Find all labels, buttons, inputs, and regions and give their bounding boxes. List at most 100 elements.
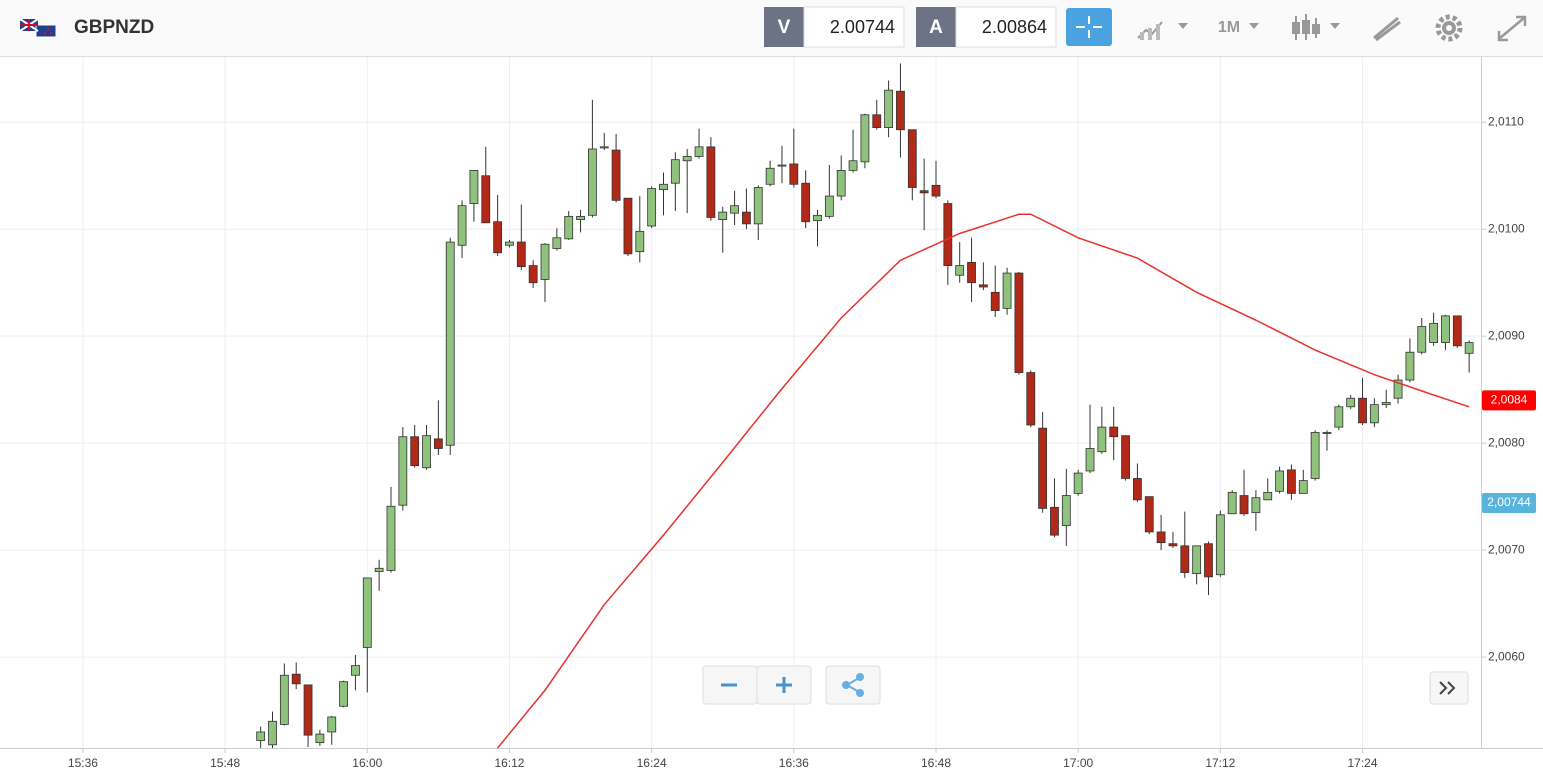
candle-body (1014, 272, 1024, 373)
candle-body (1322, 432, 1332, 434)
candle-body (813, 214, 822, 222)
candle-body (990, 291, 1000, 311)
ask-badge (916, 7, 956, 47)
candle-body (410, 436, 420, 467)
candle-body (469, 169, 479, 204)
candle-body (516, 241, 526, 268)
candle-body (1381, 402, 1391, 406)
x-tick-label: 16:00 (352, 756, 382, 770)
zoom-in-button[interactable] (756, 665, 812, 705)
candle-body (1026, 372, 1036, 426)
fullscreen-button[interactable] (1497, 15, 1527, 42)
candle-body (1346, 397, 1356, 408)
candle-body (1038, 427, 1048, 509)
bid-box (803, 6, 905, 48)
candle-body (848, 160, 858, 171)
candle-body (611, 149, 621, 201)
scroll-end-button[interactable] (1429, 671, 1469, 705)
x-tick-label: 17:12 (1205, 756, 1235, 770)
candle-body (1061, 495, 1071, 526)
candle-body (884, 89, 893, 128)
draw-button[interactable] (1373, 16, 1401, 42)
share-button[interactable] (825, 665, 881, 705)
crosshair-button[interactable] (1066, 8, 1112, 46)
candle-body (1358, 397, 1367, 424)
candle-body (599, 146, 609, 149)
candle-body (896, 90, 905, 131)
price-tag-label: 2,0084 (1491, 393, 1528, 407)
candle-body (303, 684, 313, 736)
candle-body (955, 265, 965, 276)
candle-body (1073, 472, 1083, 494)
candle-body (753, 187, 763, 225)
bid-label: V (778, 17, 791, 38)
ask-label: A (929, 17, 943, 38)
candle-body (978, 284, 988, 288)
candle-body (659, 183, 668, 191)
moving-average-line (497, 213, 1470, 749)
timeframe-caret (1249, 23, 1259, 29)
candle-body (339, 681, 348, 707)
candle-body (635, 230, 645, 253)
candle-body (1464, 342, 1474, 354)
candle-body (836, 169, 846, 197)
candle-body (588, 148, 597, 216)
ask-price: 2.00864 (982, 17, 1047, 37)
candle-body (718, 211, 728, 220)
candle-body (1215, 514, 1225, 576)
settings-button[interactable] (1435, 14, 1463, 42)
candle-body (1050, 506, 1059, 536)
flag (19, 18, 57, 38)
candle-body (706, 146, 716, 218)
candle-body (362, 577, 372, 648)
candle-body (1405, 351, 1415, 381)
x-tick-label: 16:24 (637, 756, 667, 770)
chart-type-button[interactable] (1137, 21, 1188, 40)
candle-body (730, 205, 739, 214)
candle-body (552, 237, 562, 249)
candle-body (374, 567, 384, 572)
candle-body (682, 156, 692, 162)
candle-body (1204, 543, 1213, 578)
candle-body (919, 190, 929, 194)
candle-body (1144, 496, 1154, 533)
candle-body (291, 673, 301, 685)
candle-body (931, 184, 941, 197)
candle-body (433, 438, 443, 449)
candle-body (1192, 545, 1202, 575)
timeframe[interactable]: 1M (1218, 19, 1240, 36)
candle-body (1393, 379, 1403, 399)
price-tag-label: 2,00744 (1487, 495, 1531, 509)
candle-body (1334, 406, 1344, 428)
candle-body (268, 720, 277, 746)
candle-body (777, 164, 787, 167)
candle-body (670, 159, 680, 184)
candle-body (907, 129, 917, 188)
candle-body (789, 163, 799, 185)
y-tick-label: 2,0100 (1488, 221, 1525, 235)
candle-body (872, 114, 882, 128)
candle-body (1441, 315, 1450, 343)
candle-body (1121, 435, 1130, 479)
candle-body (1417, 326, 1427, 353)
x-tick-label: 15:36 (68, 756, 98, 770)
y-tick-label: 2,0110 (1488, 114, 1524, 128)
candle-button[interactable] (1292, 14, 1340, 40)
candle-body (457, 205, 467, 246)
candle-body (1369, 404, 1379, 424)
candle-body (1156, 531, 1166, 544)
candle-body (327, 716, 337, 733)
candle-body (1180, 545, 1190, 573)
candle-body (1239, 495, 1249, 515)
candle-body (398, 436, 408, 506)
candle-body (279, 674, 289, 725)
candle-body (1275, 470, 1284, 492)
candle-body (422, 435, 431, 469)
zoom-out-button[interactable] (702, 665, 758, 705)
bid-badge (764, 7, 804, 47)
candle-body (1263, 491, 1273, 501)
candle-body (386, 505, 396, 571)
y-tick-label: 2,0070 (1488, 542, 1525, 556)
